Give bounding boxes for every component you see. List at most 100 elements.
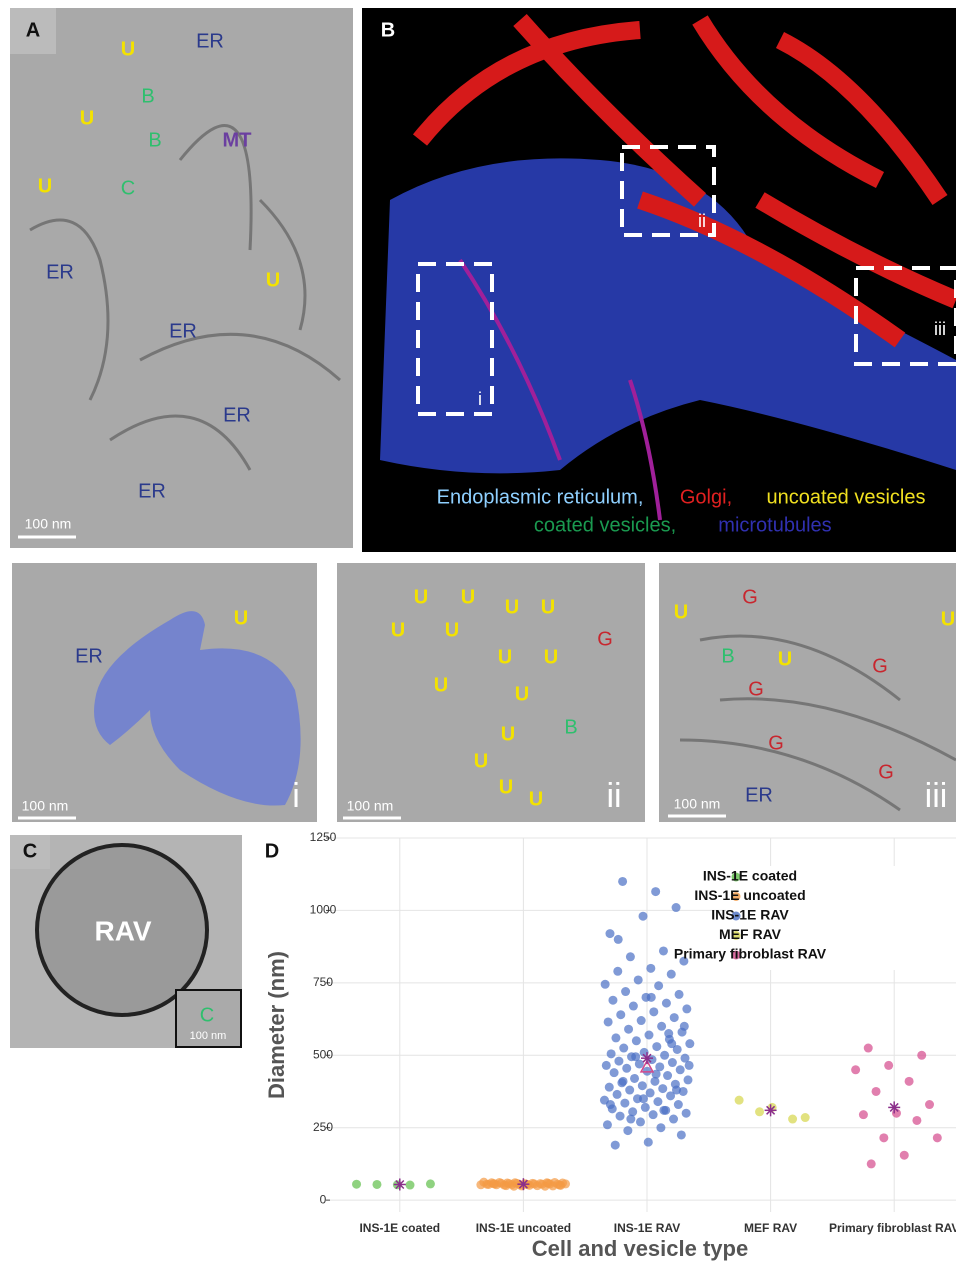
point xyxy=(625,1085,635,1095)
point xyxy=(635,1117,645,1127)
point xyxy=(612,1089,622,1099)
point xyxy=(755,1107,765,1117)
point xyxy=(633,975,643,985)
point xyxy=(610,1140,620,1150)
point xyxy=(667,1058,677,1068)
box xyxy=(854,266,956,366)
x-tick-label: Primary fibroblast RAV xyxy=(829,1221,956,1235)
label: B xyxy=(564,716,577,738)
point xyxy=(637,1081,647,1091)
label: U xyxy=(941,608,955,630)
y-tick-label: 0 xyxy=(320,1192,327,1206)
point xyxy=(679,956,689,966)
labels: U G B U G G G ER G U xyxy=(674,586,955,806)
label: ER xyxy=(46,261,74,283)
point xyxy=(932,1133,942,1143)
point xyxy=(631,1036,641,1046)
mean-marker xyxy=(764,1104,777,1117)
point xyxy=(620,1098,630,1108)
label: ER xyxy=(138,480,166,502)
mean-stroke xyxy=(766,1105,776,1115)
point xyxy=(669,1114,679,1124)
label: B xyxy=(721,645,734,667)
em-image xyxy=(659,563,956,822)
point xyxy=(663,1071,673,1081)
point xyxy=(659,1105,669,1115)
vesicle xyxy=(35,843,209,1017)
label: U xyxy=(461,586,475,608)
point xyxy=(605,929,615,939)
label: G xyxy=(872,655,888,677)
point xyxy=(425,1179,435,1189)
label: ER xyxy=(745,784,773,806)
label: U xyxy=(515,683,529,705)
label: U xyxy=(529,788,543,810)
point xyxy=(650,1076,660,1086)
point xyxy=(666,969,676,979)
point xyxy=(638,911,648,921)
point xyxy=(656,1123,666,1133)
er-overlay xyxy=(94,611,301,806)
label: U xyxy=(414,586,428,608)
point xyxy=(618,876,628,886)
point xyxy=(800,1113,810,1123)
labels: U ER B U B MT U C ER U ER ER ER xyxy=(38,30,280,502)
point xyxy=(654,981,664,991)
point xyxy=(884,1060,894,1070)
point xyxy=(912,1115,922,1125)
point xyxy=(510,1178,520,1188)
point xyxy=(917,1050,927,1060)
er-render xyxy=(380,158,956,474)
legend-swatch xyxy=(731,911,741,921)
point xyxy=(679,1021,689,1031)
point xyxy=(664,1029,674,1039)
label: U xyxy=(499,776,513,798)
label: G xyxy=(748,678,764,700)
point xyxy=(602,1120,612,1130)
scale-label: 100 nm xyxy=(25,516,72,532)
point xyxy=(556,1180,566,1190)
label: C xyxy=(121,177,135,199)
point xyxy=(680,1053,690,1063)
legend-label: MEF RAV xyxy=(719,926,782,942)
point xyxy=(651,887,661,897)
point xyxy=(644,1030,654,1040)
label: U xyxy=(434,674,448,696)
point xyxy=(616,1010,626,1020)
point xyxy=(613,966,623,976)
box-label: i xyxy=(478,389,482,409)
legend-swatch xyxy=(731,950,741,960)
point xyxy=(645,1088,655,1098)
em-image xyxy=(10,8,353,548)
label: ER xyxy=(196,30,224,52)
point xyxy=(606,1049,616,1059)
median-marker xyxy=(639,1059,655,1073)
point xyxy=(649,1007,659,1017)
point xyxy=(631,1052,641,1062)
point xyxy=(611,1033,621,1043)
point xyxy=(788,1114,798,1124)
legend-text: uncoated vesicles xyxy=(767,486,926,508)
point xyxy=(669,1013,679,1023)
point xyxy=(671,903,681,913)
label: U xyxy=(501,723,515,745)
label: C xyxy=(200,1004,214,1026)
point xyxy=(657,1021,667,1031)
panel-numeral: iii xyxy=(925,777,948,815)
scale-label: 100 nm xyxy=(190,1030,227,1042)
point xyxy=(614,1056,624,1066)
label: U xyxy=(234,607,248,629)
point xyxy=(490,1179,500,1189)
legend-label: Primary fibroblast RAV xyxy=(674,946,827,962)
golgi-render xyxy=(412,14,956,348)
point xyxy=(685,1039,695,1049)
membranes xyxy=(679,634,956,812)
point xyxy=(638,1094,648,1104)
box xyxy=(416,262,494,416)
label: ER xyxy=(223,404,251,426)
label: MT xyxy=(223,129,252,151)
letter-box xyxy=(10,835,50,869)
mean-stroke xyxy=(642,1053,652,1063)
label: G xyxy=(768,732,784,754)
